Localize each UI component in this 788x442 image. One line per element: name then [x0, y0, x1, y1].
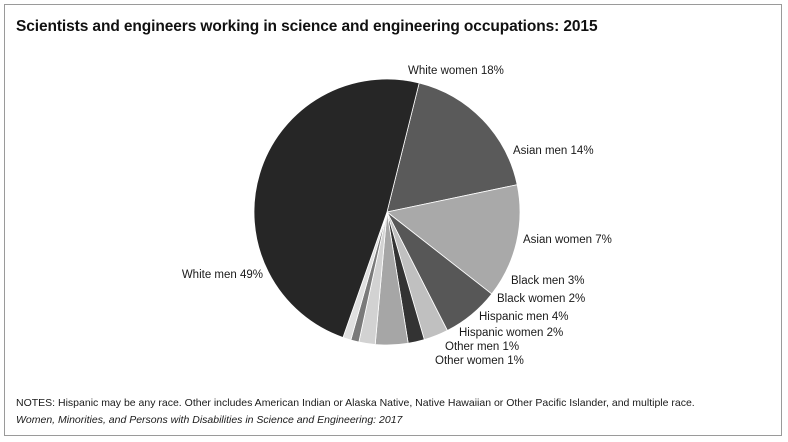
label-other-men: Other men 1%: [445, 341, 519, 353]
label-hispanic-women: Hispanic women 2%: [459, 327, 563, 339]
chart-source: Women, Minorities, and Persons with Disa…: [16, 414, 403, 426]
label-black-women: Black women 2%: [497, 293, 585, 305]
label-white-women: White women 18%: [408, 65, 504, 77]
label-black-men: Black men 3%: [511, 275, 585, 287]
label-asian-women: Asian women 7%: [523, 234, 612, 246]
chart-title: Scientists and engineers working in scie…: [16, 18, 598, 35]
slice-asian-men: [386, 184, 521, 295]
slice-white-women: [386, 82, 518, 213]
label-white-men: White men 49%: [182, 269, 263, 281]
label-asian-men: Asian men 14%: [513, 145, 594, 157]
slice-white-men: [253, 78, 420, 339]
pie-slices: [253, 78, 521, 346]
label-other-women: Other women 1%: [435, 355, 524, 367]
pie-labels: White women 18% Asian men 14% Asian women …: [182, 65, 612, 367]
chart-notes: NOTES: Hispanic may be any race. Other i…: [16, 397, 695, 409]
label-hispanic-men: Hispanic men 4%: [479, 311, 568, 323]
